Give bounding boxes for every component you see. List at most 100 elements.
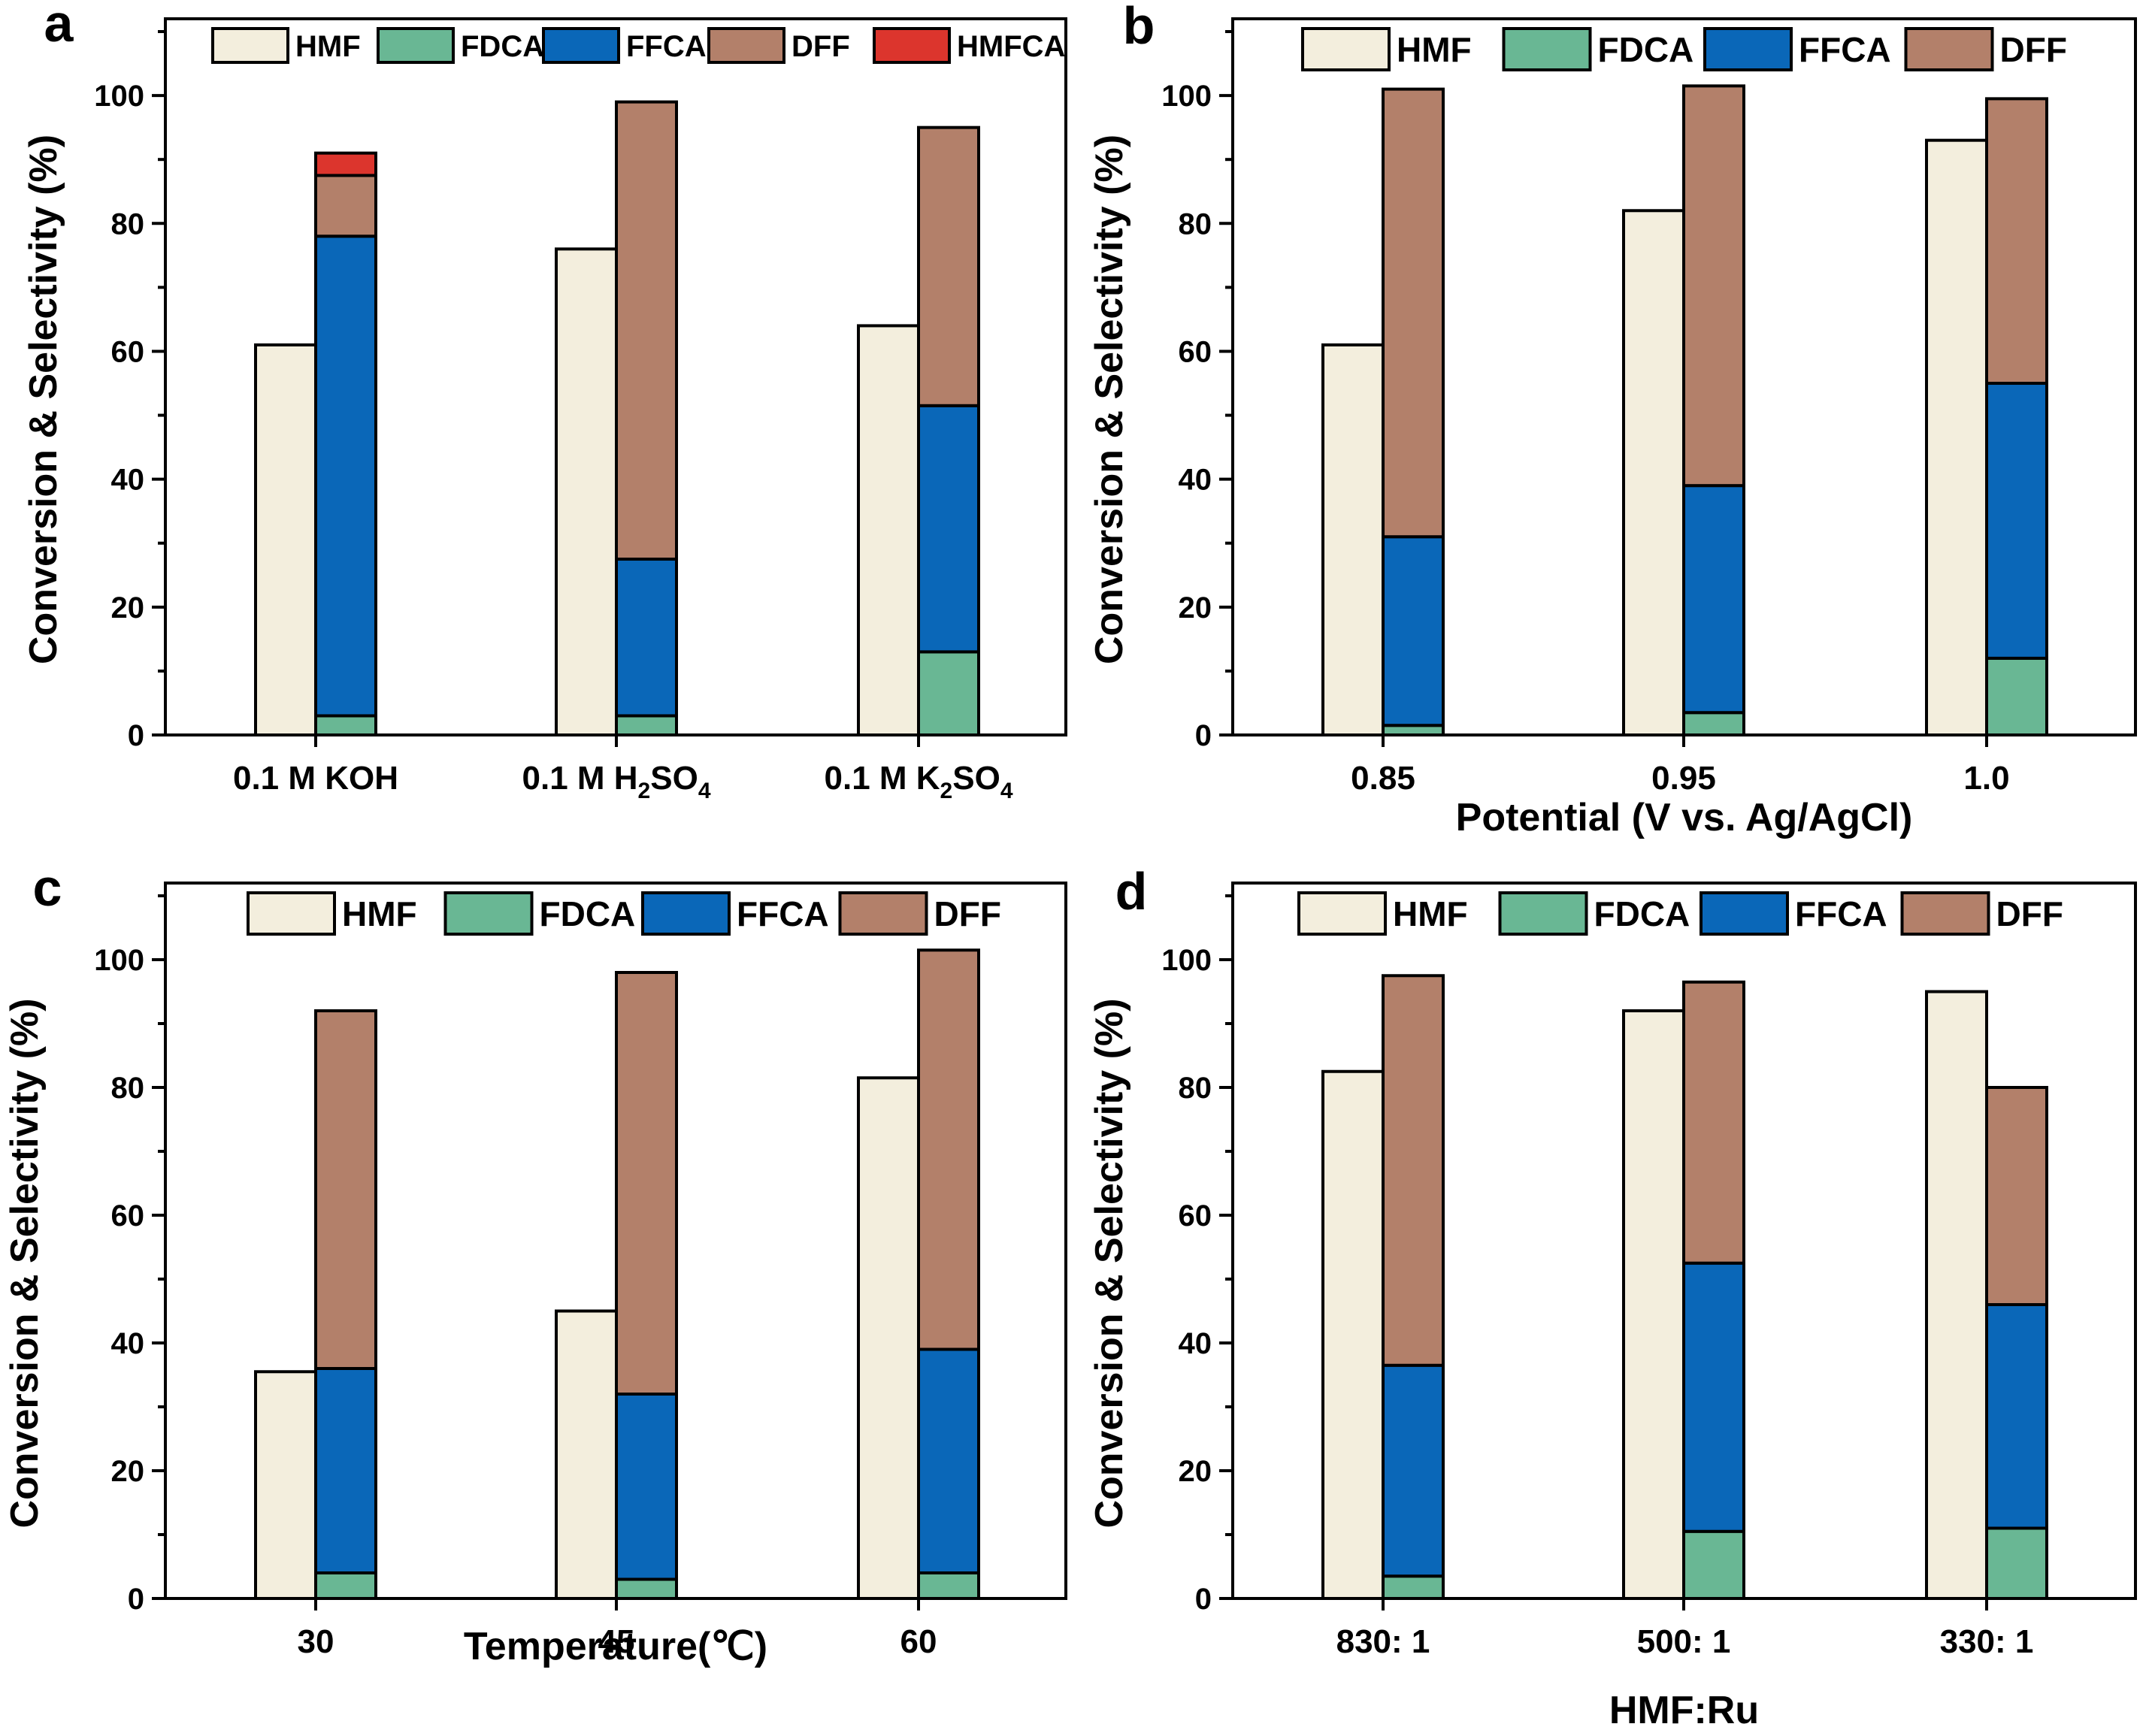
bar-ffca-selectivity-0-1-m-h2so4: [615, 558, 678, 718]
legend-swatch-dff: [1900, 891, 1990, 936]
y-tick-label-60: 60: [1179, 1199, 1212, 1232]
panel-b: 0.85 0.95 1.0 0 20 40 60 80 100 Conversion & Sele…: [1088, 0, 2137, 839]
bar-hmf-conversion-60: [857, 1076, 920, 1600]
bar-fdca-selectivity-0-1-m-h2so4: [615, 714, 678, 736]
x-tick-label-0-1-m-k2so4: 0.1 M K2SO4: [825, 760, 1013, 803]
x-tick-label-30: 30: [298, 1623, 334, 1660]
bar-ffca-selectivity-830-1: [1382, 1363, 1445, 1578]
y-axis-title-c: Conversion & Selectivity (%): [3, 998, 47, 1528]
bar-ffca-selectivity-0-1-m-koh: [314, 234, 377, 718]
legend-label-hmfca: HMFCA: [957, 30, 1065, 63]
bar-ffca-selectivity-0-85: [1382, 535, 1445, 727]
legend-swatch-fdca: [443, 891, 534, 936]
legend-label-fdca: FDCA: [1598, 30, 1694, 69]
bar-fdca-selectivity-500-1: [1682, 1529, 1745, 1600]
bar-hmf-conversion-500-1: [1622, 1009, 1685, 1600]
legend-swatch-hmf: [1301, 27, 1391, 71]
y-axis-title-b: Conversion & Selectivity (%): [1088, 135, 1131, 664]
y-tick-label-80: 80: [1179, 207, 1212, 240]
legend-swatch-hmf: [1297, 891, 1387, 936]
y-tick-label-0: 0: [1195, 1583, 1212, 1616]
legend-swatch-dff: [1904, 27, 1994, 71]
y-tick-label-100: 100: [1161, 80, 1212, 113]
bar-dff-selectivity-0-1-m-koh: [314, 174, 377, 238]
bar-dff-selectivity-0-1-m-h2so4: [615, 100, 678, 561]
bar-dff-selectivity-60: [917, 948, 980, 1351]
bar-fdca-selectivity-830-1: [1382, 1574, 1445, 1600]
bar-hmf-conversion-0-85: [1321, 343, 1385, 736]
legend-swatch-fdca: [1502, 27, 1592, 71]
y-tick-label-40: 40: [1179, 1327, 1212, 1360]
bar-hmfca-selectivity-0-1-m-koh: [314, 151, 377, 177]
legend-swatch-dff: [707, 27, 785, 64]
x-tick-label-45: 45: [598, 1623, 635, 1660]
y-tick-label-80: 80: [111, 207, 145, 240]
legend-swatch-hmf: [211, 27, 289, 64]
legend-a: HMF FDCA FFCA DFF HMFCA: [211, 27, 1065, 64]
bar-ffca-selectivity-60: [917, 1347, 980, 1574]
panel-d: 830: 1 500: 1 330: 1 0 20 40 60 80 100 Conversion…: [1088, 862, 2137, 1732]
y-tick-label-20: 20: [111, 591, 145, 625]
bar-dff-selectivity-0-95: [1682, 84, 1745, 488]
bar-dff-selectivity-330-1: [1985, 1086, 2048, 1306]
panel-c: 30 45 60 0 20 40 60 80 100 Conversion & Selectivi…: [3, 858, 1067, 1668]
legend-label-fdca: FDCA: [1594, 894, 1690, 933]
legend-d: HMF FDCA FFCA DFF: [1297, 891, 2063, 936]
bar-hmf-conversion-0-1-m-koh: [254, 343, 317, 736]
legend-label-dff: DFF: [1996, 894, 2063, 933]
bar-hmf-conversion-330-1: [1925, 990, 1988, 1600]
x-axis-title-c: Temperature(℃): [464, 1625, 767, 1668]
legend-label-ffca: FFCA: [737, 894, 829, 933]
bar-dff-selectivity-1-0: [1985, 97, 2048, 386]
bar-ffca-selectivity-0-95: [1682, 484, 1745, 715]
bar-hmf-conversion-30: [254, 1370, 317, 1600]
bar-ffca-selectivity-330-1: [1985, 1303, 2048, 1530]
legend-c: HMF FDCA FFCA DFF: [247, 891, 1001, 936]
legend-swatch-hmfca: [873, 27, 951, 64]
bar-dff-selectivity-0-85: [1382, 87, 1445, 539]
legend-label-hmf: HMF: [295, 30, 361, 63]
panel-letter-c: c: [33, 858, 62, 917]
y-tick-label-100: 100: [94, 80, 144, 113]
bar-ffca-selectivity-1-0: [1985, 382, 2048, 660]
y-tick-label-0: 0: [128, 719, 144, 752]
y-axis-title-d: Conversion & Selectivity (%): [1088, 998, 1131, 1528]
legend-label-hmf: HMF: [1393, 894, 1468, 933]
y-tick-label-60: 60: [111, 335, 145, 368]
y-tick-label-0: 0: [128, 1583, 144, 1616]
panel-letter-b: b: [1123, 0, 1155, 55]
y-tick-label-20: 20: [111, 1455, 145, 1488]
legend-swatch-ffca: [1703, 27, 1793, 71]
panel-a: 0.1 M KOH 0.1 M H2SO4 0.1 M K2SO4 0 20 40 60 80…: [22, 0, 1067, 803]
legend-label-dff: DFF: [2000, 30, 2067, 69]
x-tick-label-60: 60: [900, 1623, 937, 1660]
legend-label-fdca: FDCA: [540, 894, 636, 933]
x-tick-label-0-1-m-koh: 0.1 M KOH: [233, 760, 398, 797]
legend-label-dff: DFF: [934, 894, 1001, 933]
bar-dff-selectivity-0-1-m-k2so4: [917, 126, 980, 407]
y-tick-label-20: 20: [1179, 1455, 1212, 1488]
x-axis-title-b: Potential (V vs. Ag/AgCl): [1456, 796, 1913, 839]
legend-swatch-ffca: [542, 27, 620, 64]
y-tick-label-80: 80: [1179, 1072, 1212, 1105]
x-tick-label-330-1: 330: 1: [1940, 1623, 2034, 1660]
x-tick-label-1-0: 1.0: [1963, 760, 2009, 797]
panel-letter-a: a: [44, 0, 74, 53]
bar-fdca-selectivity-1-0: [1985, 656, 2048, 737]
legend-label-hmf: HMF: [1397, 30, 1472, 69]
bar-fdca-selectivity-60: [917, 1571, 980, 1600]
x-tick-label-500-1: 500: 1: [1637, 1623, 1731, 1660]
bar-hmf-conversion-0-95: [1622, 209, 1685, 736]
bar-ffca-selectivity-500-1: [1682, 1261, 1745, 1533]
x-axis-title-d: HMF:Ru: [1609, 1689, 1759, 1732]
y-tick-label-60: 60: [1179, 335, 1212, 368]
bar-fdca-selectivity-0-1-m-k2so4: [917, 650, 980, 736]
x-tick-label-0-95: 0.95: [1651, 760, 1716, 797]
bar-hmf-conversion-45: [555, 1309, 618, 1600]
bar-ffca-selectivity-0-1-m-k2so4: [917, 404, 980, 654]
panel-letter-d: d: [1115, 862, 1148, 921]
x-tick-label-830-1: 830: 1: [1336, 1623, 1430, 1660]
bar-hmf-conversion-1-0: [1925, 138, 1988, 737]
bar-dff-selectivity-500-1: [1682, 980, 1745, 1265]
